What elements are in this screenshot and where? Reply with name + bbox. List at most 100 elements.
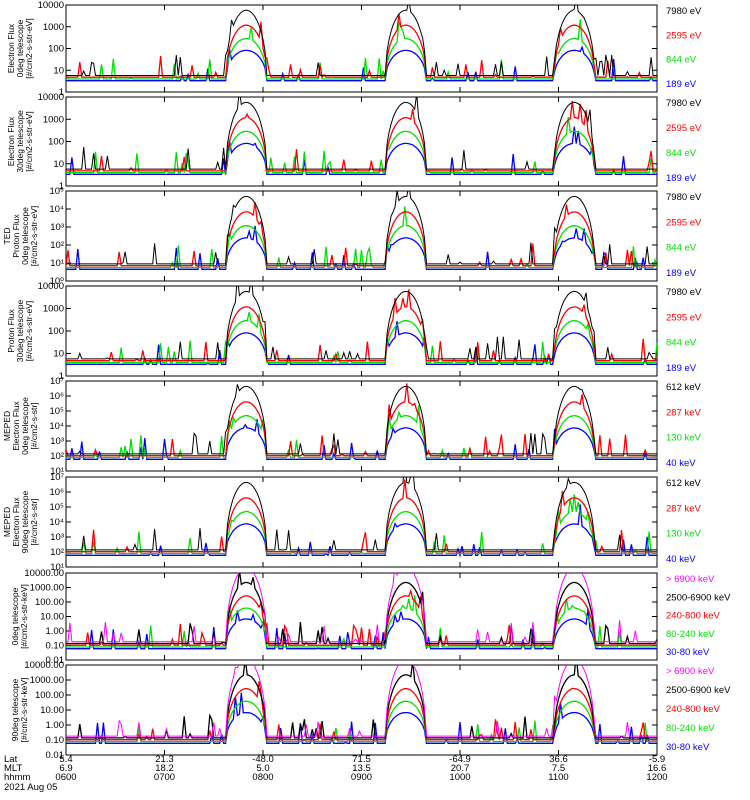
x-tick-label: 16.6 <box>648 763 667 774</box>
y-axis-label: Electron Flux <box>11 400 21 450</box>
series-trace <box>66 665 657 737</box>
series-trace <box>66 191 657 265</box>
legend-entry: 7980 eV <box>666 287 702 298</box>
panel-traces <box>66 5 657 82</box>
y-tick-label: 1000 <box>43 114 64 125</box>
legend-entry: 844 eV <box>666 243 697 254</box>
y-tick-label: 1 <box>59 181 64 192</box>
x-row-label: Lat <box>4 754 18 765</box>
y-tick-label: 10000 <box>38 0 64 11</box>
series-trace <box>66 321 657 365</box>
y-tick-label: 10⁷ <box>50 472 65 483</box>
x-tick-label: 18.2 <box>155 763 174 774</box>
y-axis-label: [#/cm2-s-str-eV] <box>24 301 34 361</box>
y-tick-label: 10⁵ <box>49 186 64 197</box>
panel-traces <box>66 573 657 650</box>
panel-3: 10⁰ 10¹ 10² 10³ 10⁴ 10⁵ TED Proton Flux 0deg tel… <box>2 186 702 287</box>
legend-entry: 189 eV <box>666 363 697 374</box>
legend-entry: 2595 eV <box>666 123 702 134</box>
legend-entry: 2500-6900 keV <box>666 685 731 696</box>
series-trace <box>66 202 657 267</box>
y-tick-label: 10⁶ <box>50 487 65 498</box>
legend-entry: 844 eV <box>666 338 697 349</box>
series-trace <box>66 608 657 650</box>
y-tick-label: 10⁴ <box>49 517 64 528</box>
x-tick-label: 0800 <box>252 772 273 783</box>
y-tick-label: 10² <box>50 240 64 251</box>
x-tick-label: 0700 <box>154 772 175 783</box>
y-tick-label: 10⁰ <box>50 276 65 287</box>
series-trace <box>66 573 657 643</box>
panel-traces <box>66 665 657 744</box>
x-tick-label: 1100 <box>548 772 568 783</box>
legend-entry: 2595 eV <box>666 30 702 41</box>
x-tick-label: 0900 <box>351 772 372 783</box>
x-tick-label: 13.5 <box>352 763 371 774</box>
y-tick-label: 0.10 <box>46 641 65 652</box>
series-trace <box>66 117 657 175</box>
series-trace <box>66 13 657 79</box>
series-trace <box>66 126 657 176</box>
legend-entry: 40 keV <box>666 458 696 469</box>
series-trace <box>66 383 657 459</box>
y-axis-label: TED <box>2 228 12 245</box>
y-tick-label: 10² <box>50 451 64 462</box>
panel-traces <box>66 383 657 460</box>
y-tick-label: 1 <box>59 371 64 382</box>
series-trace <box>66 477 657 551</box>
x-tick-label: 5.4 <box>59 754 72 765</box>
y-tick-label: 10² <box>50 547 64 558</box>
x-tick-label: 1200 <box>646 772 667 783</box>
legend-entry: 189 eV <box>666 268 697 279</box>
y-tick-label: 0.01 <box>46 750 65 761</box>
y-tick-label: 1000.00 <box>30 675 64 686</box>
y-tick-label: 0.01 <box>46 655 65 666</box>
legend-entry: 844 eV <box>666 148 697 159</box>
y-tick-label: 10000 <box>38 92 64 103</box>
y-axis-label: [#/cm2-s-str-eV] <box>24 111 34 171</box>
date-label: 2021 Aug 05 <box>4 782 57 793</box>
y-tick-label: 100.00 <box>35 597 64 608</box>
y-tick-label: 10¹ <box>50 466 64 477</box>
y-tick-label: 10000 <box>38 281 64 292</box>
x-row-label: MLT <box>4 763 22 774</box>
panel-5: 10¹ 10² 10³ 10⁴ 10⁵ 10⁶ 10⁷ MEPED Electron Flux 0… <box>2 376 702 477</box>
legend-entry: 2595 eV <box>666 217 702 228</box>
y-axis-label: [#/cm2-s-str] <box>29 498 39 545</box>
y-tick-label: 10.00 <box>40 612 64 623</box>
y-tick-label: 1000 <box>43 304 64 315</box>
y-tick-label: 10 <box>53 65 64 76</box>
y-tick-label: 1.00 <box>46 626 65 637</box>
legend-entry: 240-800 keV <box>666 704 721 715</box>
y-tick-label: 10⁵ <box>49 406 64 417</box>
y-axis-label: 0deg telescope <box>20 207 30 265</box>
panel-7: 0.01 0.10 1.00 10.00 100.00 1000.00 10000.00 0d… <box>10 568 731 666</box>
y-tick-label: 10¹ <box>50 562 64 573</box>
legend-entry: 130 keV <box>666 433 702 444</box>
series-trace <box>66 97 657 170</box>
y-tick-label: 10000.00 <box>24 568 64 579</box>
series-trace <box>66 680 657 741</box>
y-tick-label: 100 <box>48 326 64 337</box>
y-axis-label: 0deg telescope <box>15 19 25 77</box>
y-tick-label: 10⁴ <box>49 204 64 215</box>
y-axis-label: 30deg telescope <box>15 110 25 173</box>
y-tick-label: 10³ <box>50 532 64 543</box>
y-tick-label: 10⁷ <box>50 376 65 387</box>
y-tick-label: 1000 <box>43 22 64 33</box>
y-axis-label: 30deg telescope <box>15 300 25 363</box>
panel-traces <box>66 286 657 365</box>
series-trace <box>66 700 657 743</box>
y-axis-label: [#/cm2-s-str-keV] <box>19 678 29 743</box>
legend-entry: 40 keV <box>666 554 696 565</box>
x-tick-label: 0600 <box>55 772 76 783</box>
legend-entry: > 6900 keV <box>666 574 715 585</box>
y-axis-label: 0deg telescope <box>20 397 30 455</box>
legend-entry: 30-80 keV <box>666 647 710 658</box>
legend-entry: > 6900 keV <box>666 666 715 677</box>
x-tick-label: 21.3 <box>155 754 174 765</box>
legend-entry: 2500-6900 keV <box>666 592 731 603</box>
panel-4: 1 10 100 1000 10000 Proton Flux 30deg telescop… <box>6 281 702 382</box>
y-tick-label: 10³ <box>50 436 64 447</box>
